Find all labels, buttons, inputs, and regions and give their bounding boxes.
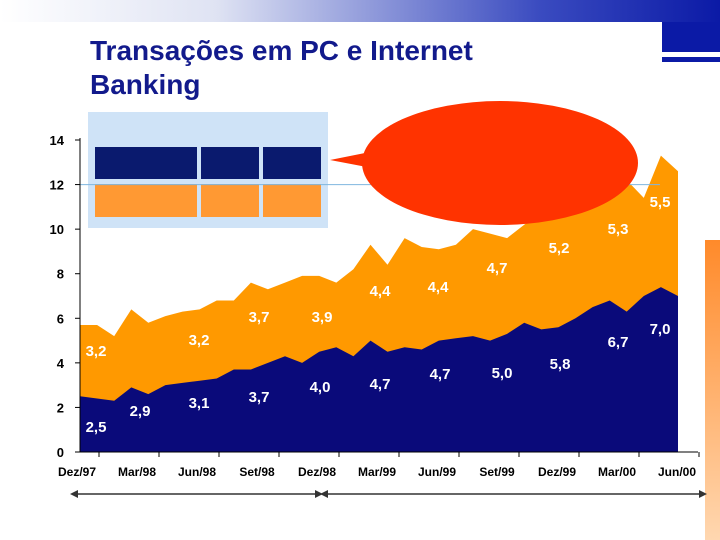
callout-pointer [330,152,372,168]
x-tick-label: Dez/99 [538,465,576,479]
y-tick-label: 14 [50,133,65,148]
y-tick-label: 0 [57,445,64,460]
y-tick-label: 10 [50,222,64,237]
corner-decoration-strip-2 [662,57,720,62]
arrowhead [70,490,78,498]
data-label-internet: 5,8 [550,356,571,373]
right-edge-bar [705,240,720,540]
arrowhead [699,490,707,498]
arrowhead [320,490,328,498]
data-label-pc: 3,2 [189,332,210,349]
legend-swatch [95,147,197,179]
data-label-pc: 3,7 [249,309,270,326]
x-tick-label: Mar/99 [358,465,396,479]
x-tick-label: Dez/97 [58,465,96,479]
data-label-pc: 3,2 [86,343,107,360]
y-tick-label: 12 [50,178,64,193]
data-label-internet: 4,7 [430,366,451,383]
callout-bubble [362,101,638,225]
data-label-internet: 5,0 [492,365,513,382]
x-tick-label: Set/99 [479,465,515,479]
data-label-internet: 3,7 [249,389,270,406]
data-label-internet: 6,7 [608,334,629,351]
data-label-internet: 4,0 [310,379,331,396]
x-tick-label: Jun/99 [418,465,456,479]
data-label-pc: 5,5 [650,194,671,211]
arrowhead [315,490,323,498]
data-label-internet: 2,9 [130,403,151,420]
series-area-internet [80,287,678,452]
legend-swatch [263,184,321,217]
legend-swatch [95,184,197,217]
data-label-internet: 3,1 [189,395,210,412]
y-tick-label: 8 [57,267,64,282]
x-tick-label: Jun/98 [178,465,216,479]
x-tick-label: Mar/00 [598,465,636,479]
data-label-internet: 2,5 [86,419,107,436]
data-label-pc: 4,4 [428,279,450,296]
legend-swatch [201,184,259,217]
x-tick-label: Dez/98 [298,465,336,479]
x-tick-label: Set/98 [239,465,275,479]
corner-decoration-strip [662,52,720,57]
y-tick-label: 6 [57,311,64,326]
top-gradient-bar [0,0,720,22]
data-label-internet: 4,7 [370,376,391,393]
data-label-pc: 3,9 [312,309,333,326]
corner-decoration [662,22,720,52]
x-tick-label: Mar/98 [118,465,156,479]
data-label-pc: 4,4 [370,283,392,300]
data-label-pc: 5,2 [549,240,570,257]
page-title: Transações em PC e Internet Banking [90,35,473,100]
x-tick-label: Jun/00 [658,465,696,479]
legend-swatch [201,147,259,179]
legend-swatch [263,147,321,179]
data-label-pc: 4,7 [487,260,508,277]
period-arrows [70,490,707,498]
data-label-pc: 5,3 [608,221,629,238]
data-label-internet: 7,0 [650,321,671,338]
y-tick-label: 4 [57,356,65,371]
y-tick-label: 2 [57,400,64,415]
